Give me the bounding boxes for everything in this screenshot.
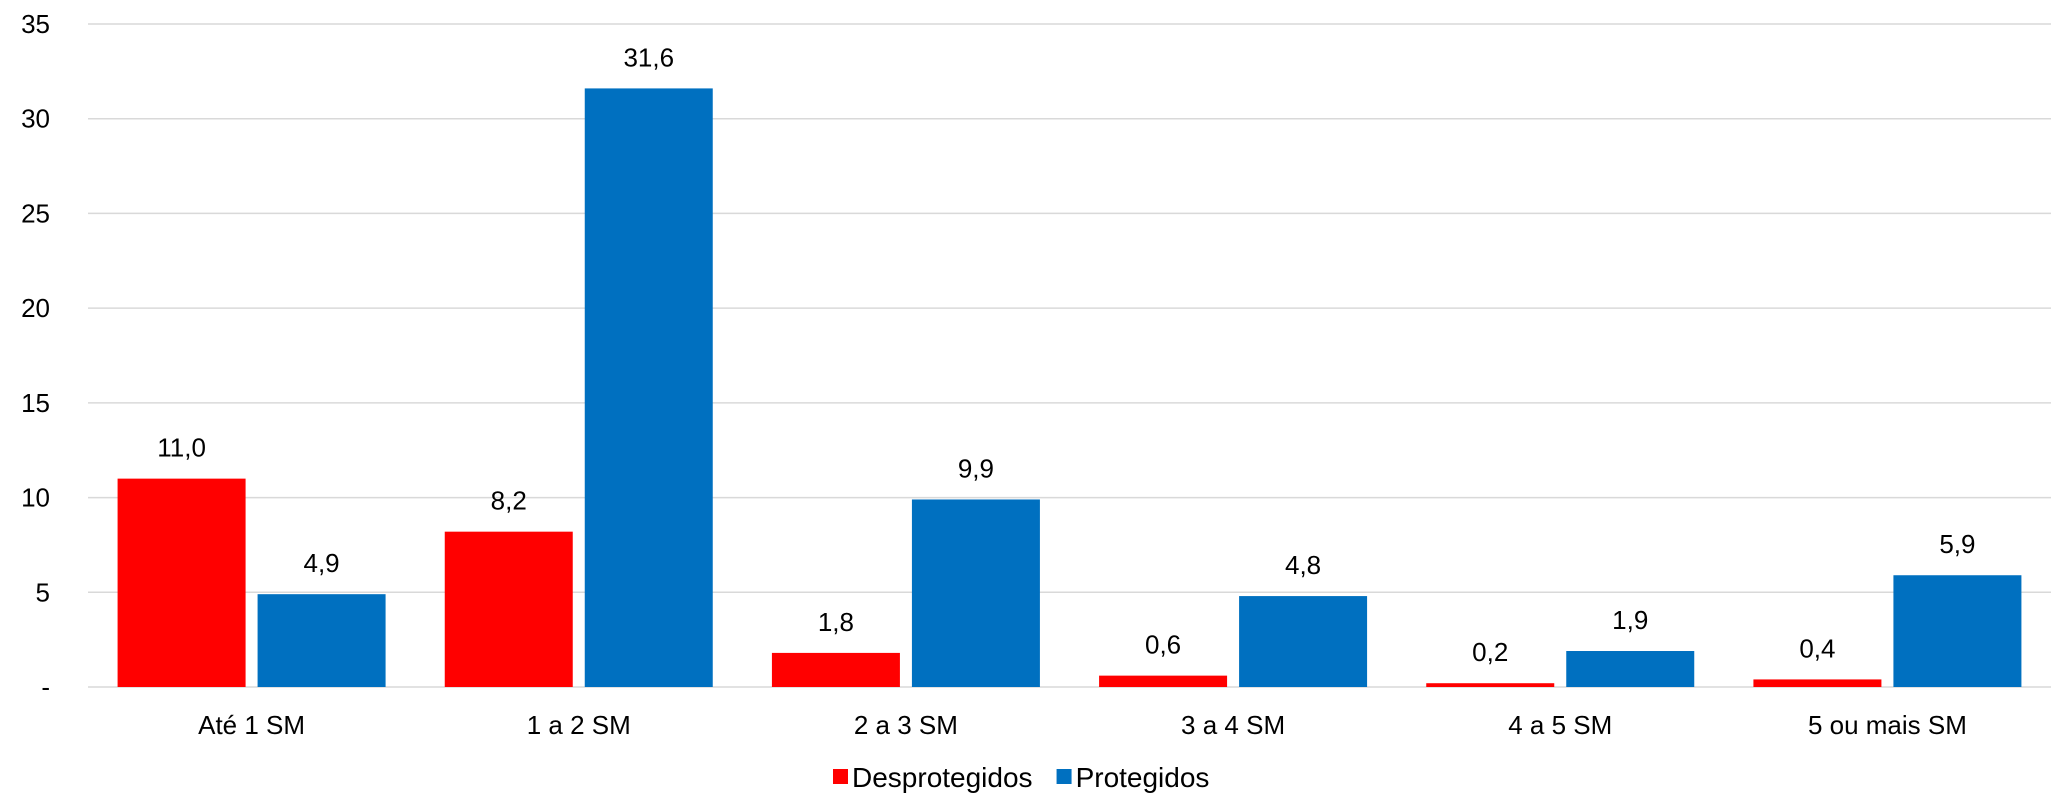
data-label: 9,9	[958, 453, 994, 483]
bar-protegidos	[1239, 596, 1368, 687]
y-tick-label: 30	[21, 104, 50, 134]
data-label: 1,9	[1612, 605, 1648, 635]
y-tick-label: 10	[21, 483, 50, 513]
data-label: 0,6	[1145, 630, 1181, 660]
bar-desprotegidos	[117, 478, 246, 687]
legend: Desprotegidos Protegidos	[833, 762, 1209, 793]
data-label: 11,0	[157, 433, 206, 463]
bar-protegidos	[257, 594, 386, 687]
y-tick-label: 15	[21, 388, 50, 418]
y-tick-label: 20	[21, 293, 50, 323]
bar-desprotegidos	[771, 652, 900, 687]
bar-desprotegidos	[1753, 679, 1882, 687]
x-category-label: 5 ou mais SM	[1808, 710, 1967, 740]
y-tick-label: 25	[21, 198, 50, 228]
bar-protegidos	[584, 88, 713, 688]
bar-protegidos	[1566, 651, 1695, 687]
bars	[117, 88, 2022, 688]
bar-desprotegidos	[1426, 683, 1555, 687]
bar-protegidos	[1893, 575, 2022, 687]
gridlines	[88, 23, 2051, 688]
data-label: 31,6	[623, 42, 674, 72]
legend-swatch-desprotegidos	[833, 769, 848, 784]
legend-swatch-protegidos	[1056, 769, 1072, 784]
bar-desprotegidos	[444, 531, 573, 687]
data-label: 1,8	[818, 607, 854, 637]
data-label: 0,2	[1472, 637, 1508, 667]
data-label: 4,8	[1285, 550, 1321, 580]
x-category-label: 1 a 2 SM	[527, 710, 631, 740]
x-category-label: 3 a 4 SM	[1181, 710, 1285, 740]
y-axis: - 5 10 15 20 25 30 35	[21, 9, 50, 702]
legend-label-protegidos: Protegidos	[1076, 762, 1210, 793]
data-label: 4,9	[304, 548, 340, 578]
x-axis: Até 1 SM 1 a 2 SM 2 a 3 SM 3 a 4 SM 4 a 5 SM…	[198, 710, 1967, 740]
bar-desprotegidos	[1099, 675, 1228, 687]
data-label: 0,4	[1799, 633, 1835, 663]
y-tick-label: 35	[21, 9, 50, 39]
x-category-label: Até 1 SM	[198, 710, 305, 740]
x-category-label: 4 a 5 SM	[1508, 710, 1612, 740]
y-tick-label: -	[41, 672, 50, 702]
legend-label-desprotegidos: Desprotegidos	[852, 762, 1033, 793]
y-tick-label: 5	[36, 577, 50, 607]
data-labels: 11,0 4,9 8,2 31,6 1,8 9,9 0,6 4,8 0,2 1,9 0,4 5,9	[157, 42, 1975, 667]
bar-protegidos	[911, 499, 1040, 687]
x-category-label: 2 a 3 SM	[854, 710, 958, 740]
data-label: 5,9	[1939, 529, 1975, 559]
data-label: 8,2	[491, 486, 527, 516]
